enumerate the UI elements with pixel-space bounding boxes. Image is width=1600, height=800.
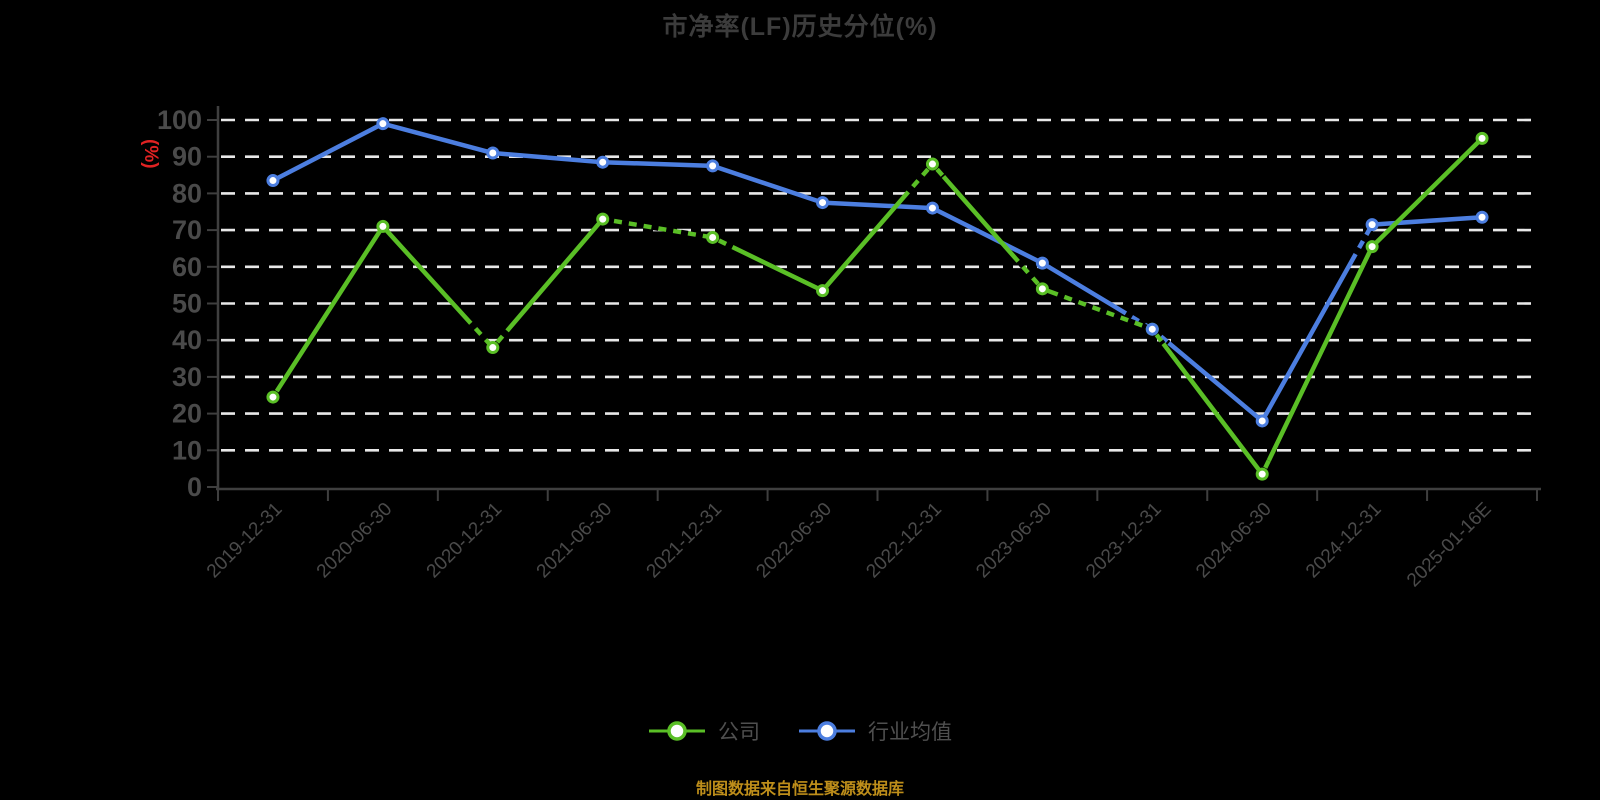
y-axis-tick-label: 30 <box>172 362 202 392</box>
data-source-note: 制图数据来自恒生聚源数据库 <box>695 781 904 798</box>
chart-title: 市净率(LF)历史分位(%) <box>662 13 938 41</box>
company-data-point-marker <box>925 157 939 171</box>
industry-average-line-dash-texture <box>1353 227 1373 256</box>
company-data-point-marker <box>486 341 500 355</box>
x-axis-tick-label: 2022-06-30 <box>752 499 836 583</box>
legend-item-industry-average[interactable]: 行业均值 <box>798 716 952 746</box>
company-data-point-marker <box>1255 467 1269 481</box>
industry-average-data-point-marker <box>1365 218 1379 232</box>
industry-average-data-point-marker <box>376 117 390 131</box>
x-axis-tick-label: 2022-12-31 <box>862 499 946 583</box>
x-axis-tick-label: 2024-06-30 <box>1192 499 1276 583</box>
industry-average-data-point-marker <box>486 146 500 160</box>
y-axis-tick-label: 50 <box>172 289 202 319</box>
company-line-dash-texture <box>606 217 710 240</box>
company-data-point-marker <box>1365 240 1379 254</box>
company-data-point-marker <box>266 390 280 404</box>
company-data-point-marker <box>816 284 830 298</box>
company-data-point-marker <box>1035 282 1049 296</box>
x-axis-tick-label: 2019-12-31 <box>203 499 287 583</box>
company-line <box>270 136 1485 477</box>
legend-label: 公司 <box>718 721 760 744</box>
industry-average-data-point-marker <box>1145 322 1159 336</box>
industry-average-data-point-marker <box>596 155 610 169</box>
industry-average-line <box>270 121 1485 424</box>
industry-average-data-point-marker <box>706 159 720 173</box>
legend-item-company[interactable]: 公司 <box>648 716 760 746</box>
x-axis-tick-label: 2024-12-31 <box>1302 499 1386 583</box>
legend: 公司 行业均值 <box>0 716 1600 746</box>
industry-average-data-point-marker <box>816 196 830 210</box>
company-line-dash-texture <box>468 321 495 350</box>
industry-average-data-point-marker <box>1475 210 1489 224</box>
industry-average-legend-marker-icon <box>799 721 855 741</box>
y-axis-tick-label: 70 <box>172 215 202 245</box>
y-axis-tick-label: 40 <box>172 325 202 355</box>
company-data-point-marker <box>1475 131 1489 145</box>
company-legend-marker-icon <box>649 721 705 741</box>
y-axis-tick-label: 0 <box>187 472 202 502</box>
y-axis-tick-label: 90 <box>172 142 202 172</box>
x-axis-tick-label: 2023-12-31 <box>1082 499 1166 583</box>
y-axis-tick-label: 100 <box>157 105 202 135</box>
industry-average-data-point-marker <box>1035 256 1049 270</box>
y-axis-tick-label: 80 <box>172 178 202 208</box>
x-axis-tick-label: 2021-12-31 <box>643 499 727 583</box>
company-data-point-marker <box>376 219 390 233</box>
y-axis-unit-label: (%) <box>140 139 161 169</box>
x-axis-tick-label: 2020-06-30 <box>313 499 397 583</box>
industry-average-line-dash-texture <box>1124 311 1151 330</box>
company-data-point-marker <box>706 230 720 244</box>
company-line-dash-texture <box>1056 292 1150 331</box>
y-axis-tick-label: 10 <box>172 435 202 465</box>
y-axis-tick-label: 60 <box>172 252 202 282</box>
y-axis-tick-label: 20 <box>172 399 202 429</box>
x-axis-tick-label: 2020-12-31 <box>423 499 507 583</box>
x-axis-tick-label: 2025-01-16E <box>1403 499 1496 592</box>
company-data-point-marker <box>596 212 610 226</box>
industry-average-data-point-marker <box>1255 414 1269 428</box>
industry-average-data-point-marker <box>925 201 939 215</box>
x-axis-tick-label: 2023-06-30 <box>972 499 1056 583</box>
x-axis-tick-label: 2021-06-30 <box>533 499 617 583</box>
industry-average-data-point-marker <box>266 174 280 188</box>
legend-label: 行业均值 <box>868 721 952 744</box>
